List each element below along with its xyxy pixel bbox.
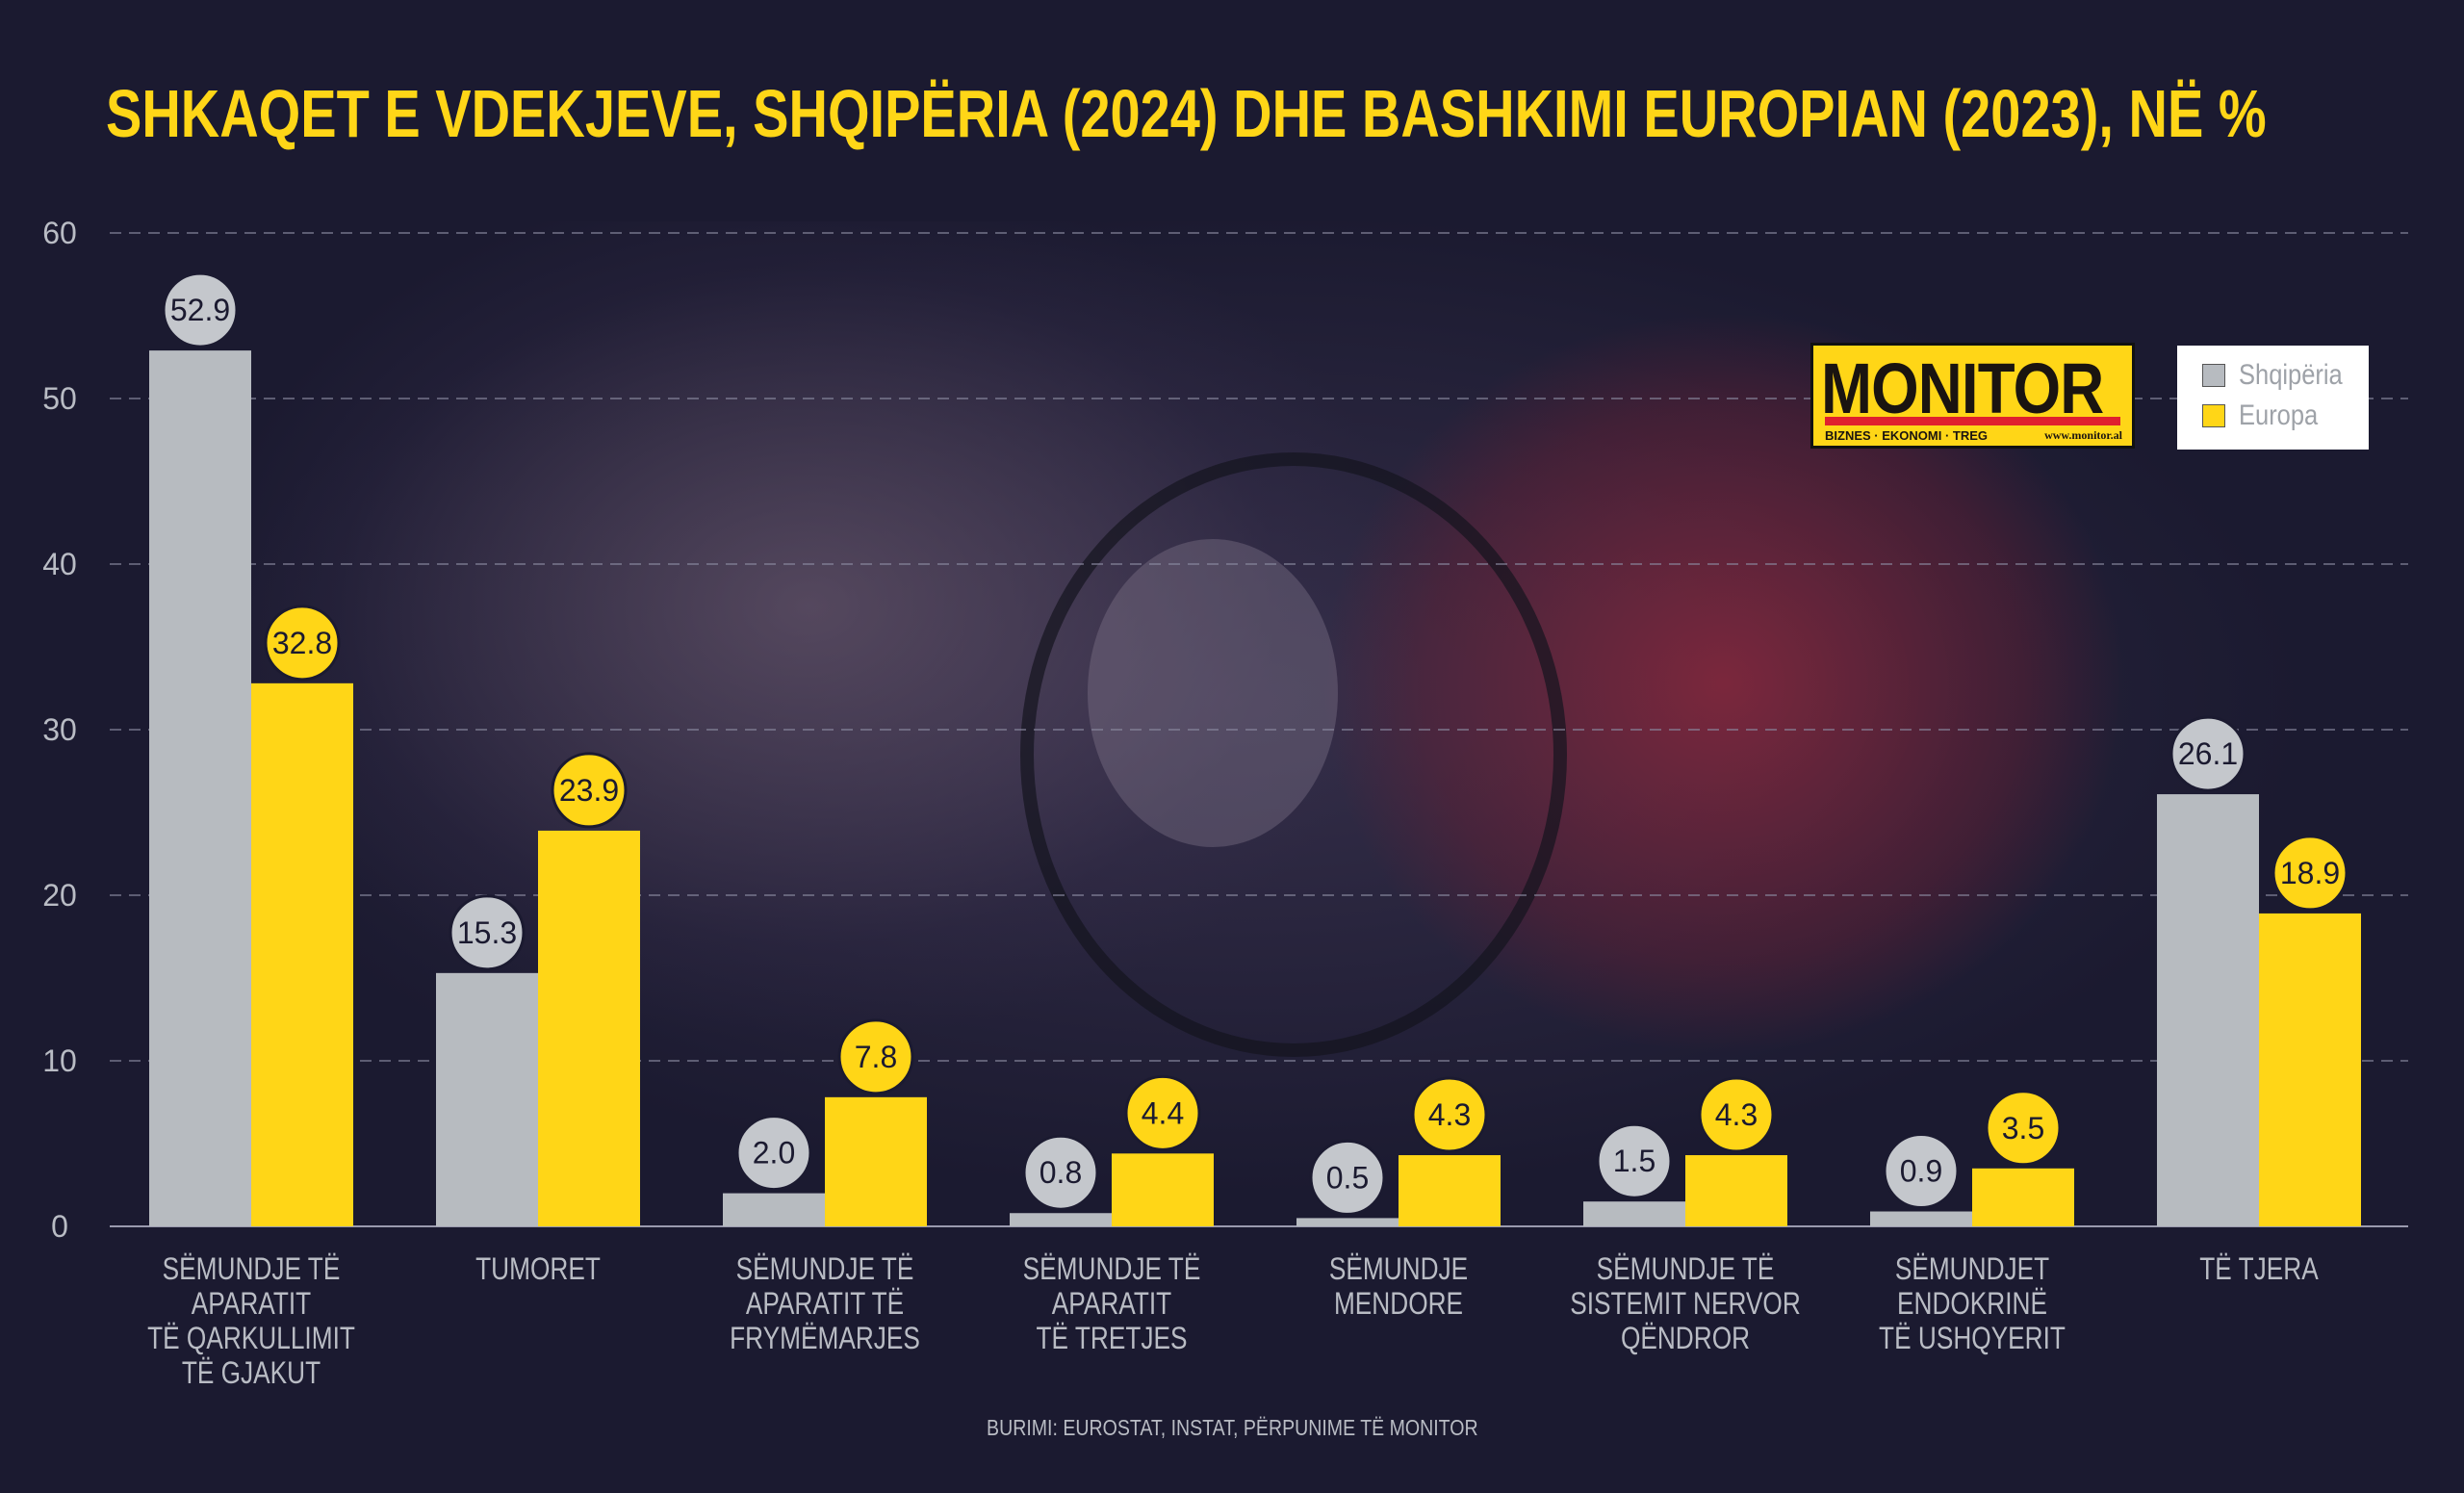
x-category-label: TË TJERA [2117,1251,2400,1286]
bar-europa [538,830,640,1226]
legend-item-europa: Europa [2202,399,2332,432]
source-note: BURIMI: EUROSTAT, INSTAT, PËRPUNIME TË M… [986,1415,1478,1440]
y-tick-label: 10 [42,1043,77,1078]
y-tick-label: 60 [42,216,77,250]
category-line: APARATIT TË [745,1286,905,1321]
data-label-bubble [1411,1076,1488,1153]
x-category-label: SËMUNDJE TË APARATIT TË QARKULLIMIT TË GJA… [109,1251,393,1390]
x-category-label: TUMORET [396,1251,680,1286]
category-line: SISTEMIT NERVOR [1570,1286,1801,1321]
x-category-label: SËMUNDJE TË SISTEMIT NERVOR QËNDROR [1543,1251,1827,1355]
data-label-bubble [1124,1074,1201,1151]
bar-shqiperia [1010,1213,1112,1226]
category-line: SËMUNDJET [1894,1251,2050,1286]
bar-europa [1112,1153,1214,1226]
y-tick-label: 30 [42,712,77,747]
bar-europa [251,682,353,1226]
bar-shqiperia [1870,1211,1972,1226]
category-line: SËMUNDJE TË [735,1251,914,1286]
category-line: QËNDROR [1620,1321,1751,1355]
x-category-label: SËMUNDJE TË APARATIT TË FRYMËMARJES [682,1251,966,1355]
bar-europa [1972,1168,2074,1226]
category-line: SËMUNDJE TË [1022,1251,1201,1286]
category-line: TUMORET [475,1251,601,1286]
data-label-bubble [1022,1134,1099,1211]
data-label-bubble [1985,1090,2062,1167]
x-category-label: SËMUNDJET ENDOKRINË TË USHQYERIT [1830,1251,2114,1355]
data-label-bubble [1883,1133,1960,1210]
data-label: 52.9 [170,293,230,327]
data-label-bubble [551,752,628,829]
bar-shqiperia [1296,1218,1399,1226]
bar-shqiperia [2157,794,2259,1226]
data-label-bubble [735,1115,812,1192]
bar-europa [1399,1155,1501,1226]
bar-europa [825,1096,927,1226]
category-line: SËMUNDJE TË APARATIT [162,1251,341,1321]
category-line: MENDORE [1333,1286,1464,1321]
category-line: SËMUNDJE [1328,1251,1469,1286]
category-line: TË TRETJES [1036,1321,1188,1355]
category-line: TË TJERA [2199,1251,2319,1286]
legend-item-shqiperia: Shqipëria [2202,359,2361,392]
data-label-bubble [1596,1122,1673,1199]
data-label: 0.9 [1900,1154,1942,1189]
bar-europa [2259,913,2361,1226]
y-tick-label: 40 [42,547,77,581]
x-category-label: SËMUNDJE MENDORE [1256,1251,1540,1321]
data-label: 18.9 [2280,856,2340,890]
data-label: 26.1 [2178,736,2238,771]
data-label-bubble [264,605,341,682]
category-line: APARATIT [1051,1286,1172,1321]
category-line: TË USHQYERIT [1879,1321,2066,1355]
bar-shqiperia [149,350,251,1226]
bar-europa [1685,1155,1787,1226]
data-label: 4.4 [1142,1095,1184,1130]
data-label-bubble [449,894,526,971]
monitor-logo: MONITOR BIZNES · EKONOMI · TREG www.moni… [1810,343,2135,449]
category-line: TË GJAKUT [181,1355,321,1390]
data-label: 2.0 [753,1136,795,1171]
data-label-bubble [2169,715,2246,792]
category-line: FRYMËMARJES [730,1321,920,1355]
data-label-bubble [1309,1139,1386,1216]
data-label: 0.5 [1326,1160,1369,1195]
category-line: TË QARKULLIMIT [147,1321,355,1355]
data-label-bubble [162,271,239,348]
chart-title: SHKAQET E VDEKJEVE, SHQIPËRIA (2024) DHE… [106,76,2267,151]
y-tick-label: 0 [51,1209,68,1244]
legend: Shqipëria Europa [2177,346,2369,450]
data-label: 7.8 [855,1040,897,1074]
data-label: 4.3 [1428,1097,1471,1132]
data-label: 23.9 [559,773,619,808]
data-label: 4.3 [1715,1097,1758,1132]
data-label-bubble [2272,835,2348,912]
data-label: 0.8 [1040,1155,1082,1190]
y-tick-label: 20 [42,878,77,913]
bar-shqiperia [436,972,538,1226]
data-label-bubble [837,1018,914,1095]
data-label: 3.5 [2002,1111,2044,1145]
data-label: 1.5 [1613,1144,1656,1178]
data-label-bubble [1698,1076,1775,1153]
y-tick-label: 50 [42,381,77,416]
x-category-label: SËMUNDJE TË APARATIT TË TRETJES [969,1251,1253,1355]
data-label: 32.8 [272,626,332,660]
bar-shqiperia [723,1193,825,1226]
category-line: SËMUNDJE TË [1596,1251,1775,1286]
bar-shqiperia [1583,1201,1685,1226]
data-label: 15.3 [457,915,517,950]
category-line: ENDOKRINË [1896,1286,2048,1321]
